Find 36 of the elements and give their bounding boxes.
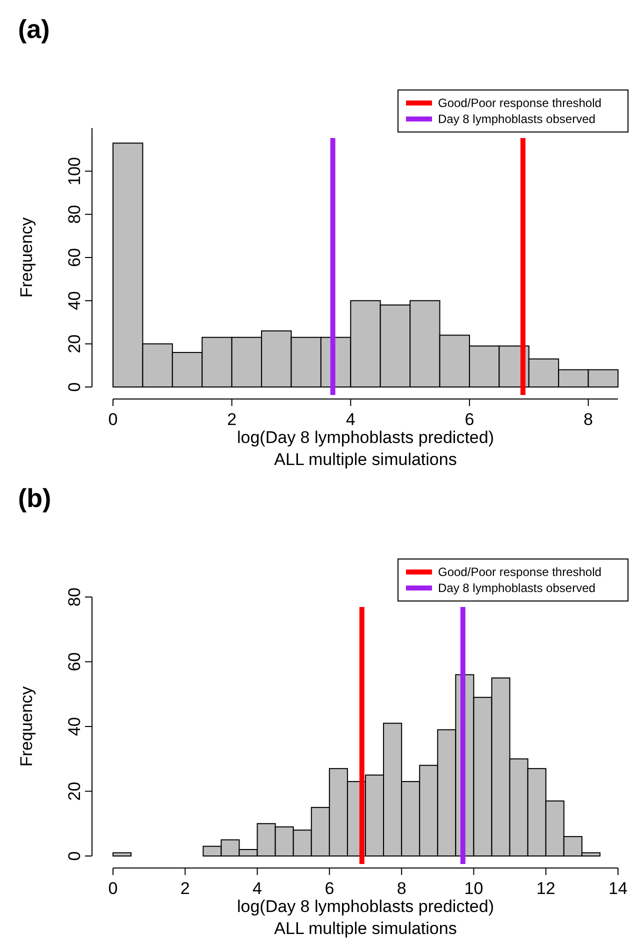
legend-label: Good/Poor response threshold	[438, 565, 602, 579]
x-axis-title: log(Day 8 lymphoblasts predicted)	[236, 428, 494, 447]
y-tick-label: 60	[65, 248, 84, 267]
x-tick-label: 8	[396, 879, 406, 898]
y-axis-title: Frequency	[17, 686, 36, 767]
ref-line-label: Good/Poor response threshold	[438, 96, 602, 110]
x-tick-label: 8	[584, 410, 594, 429]
legend-label: Day 8 lymphoblasts observed	[438, 581, 596, 595]
x-tick-label: 0	[108, 410, 118, 429]
x-tick-label: 10	[464, 879, 484, 898]
x-tick-label: 0	[108, 879, 118, 898]
x-tick-label: 6	[464, 410, 474, 429]
x-tick-label: 12	[536, 879, 556, 898]
x-tick-label: 4	[346, 410, 356, 429]
y-tick-label: 0	[65, 382, 84, 392]
y-tick-label: 20	[65, 782, 84, 801]
x-tick-label: 2	[180, 879, 190, 898]
x-axis-title: log(Day 8 lymphoblasts predicted)	[236, 897, 494, 916]
x-tick-label: 6	[324, 879, 334, 898]
y-tick-label: 80	[65, 204, 84, 224]
y-tick-label: 60	[65, 652, 84, 672]
y-tick-label: 40	[65, 291, 84, 310]
text: ALL multiple simulations	[274, 919, 457, 938]
text: ALL multiple simulations	[274, 450, 457, 469]
x-tick-label: 4	[252, 879, 262, 898]
legend-label: Day 8 lymphoblasts observed	[438, 112, 596, 126]
x-tick-label: 2	[227, 410, 237, 429]
y-tick-label: 80	[65, 588, 84, 606]
chart-title: (a)	[18, 14, 50, 44]
y-tick-label: 100	[65, 156, 84, 186]
y-tick-label: 40	[65, 717, 84, 736]
y-tick-label: 20	[65, 334, 84, 354]
x-tick-label: 14	[608, 879, 628, 898]
y-tick-label: 0	[65, 851, 84, 861]
chart-title: (b)	[18, 483, 52, 513]
y-axis-title: Frequency	[17, 216, 36, 298]
